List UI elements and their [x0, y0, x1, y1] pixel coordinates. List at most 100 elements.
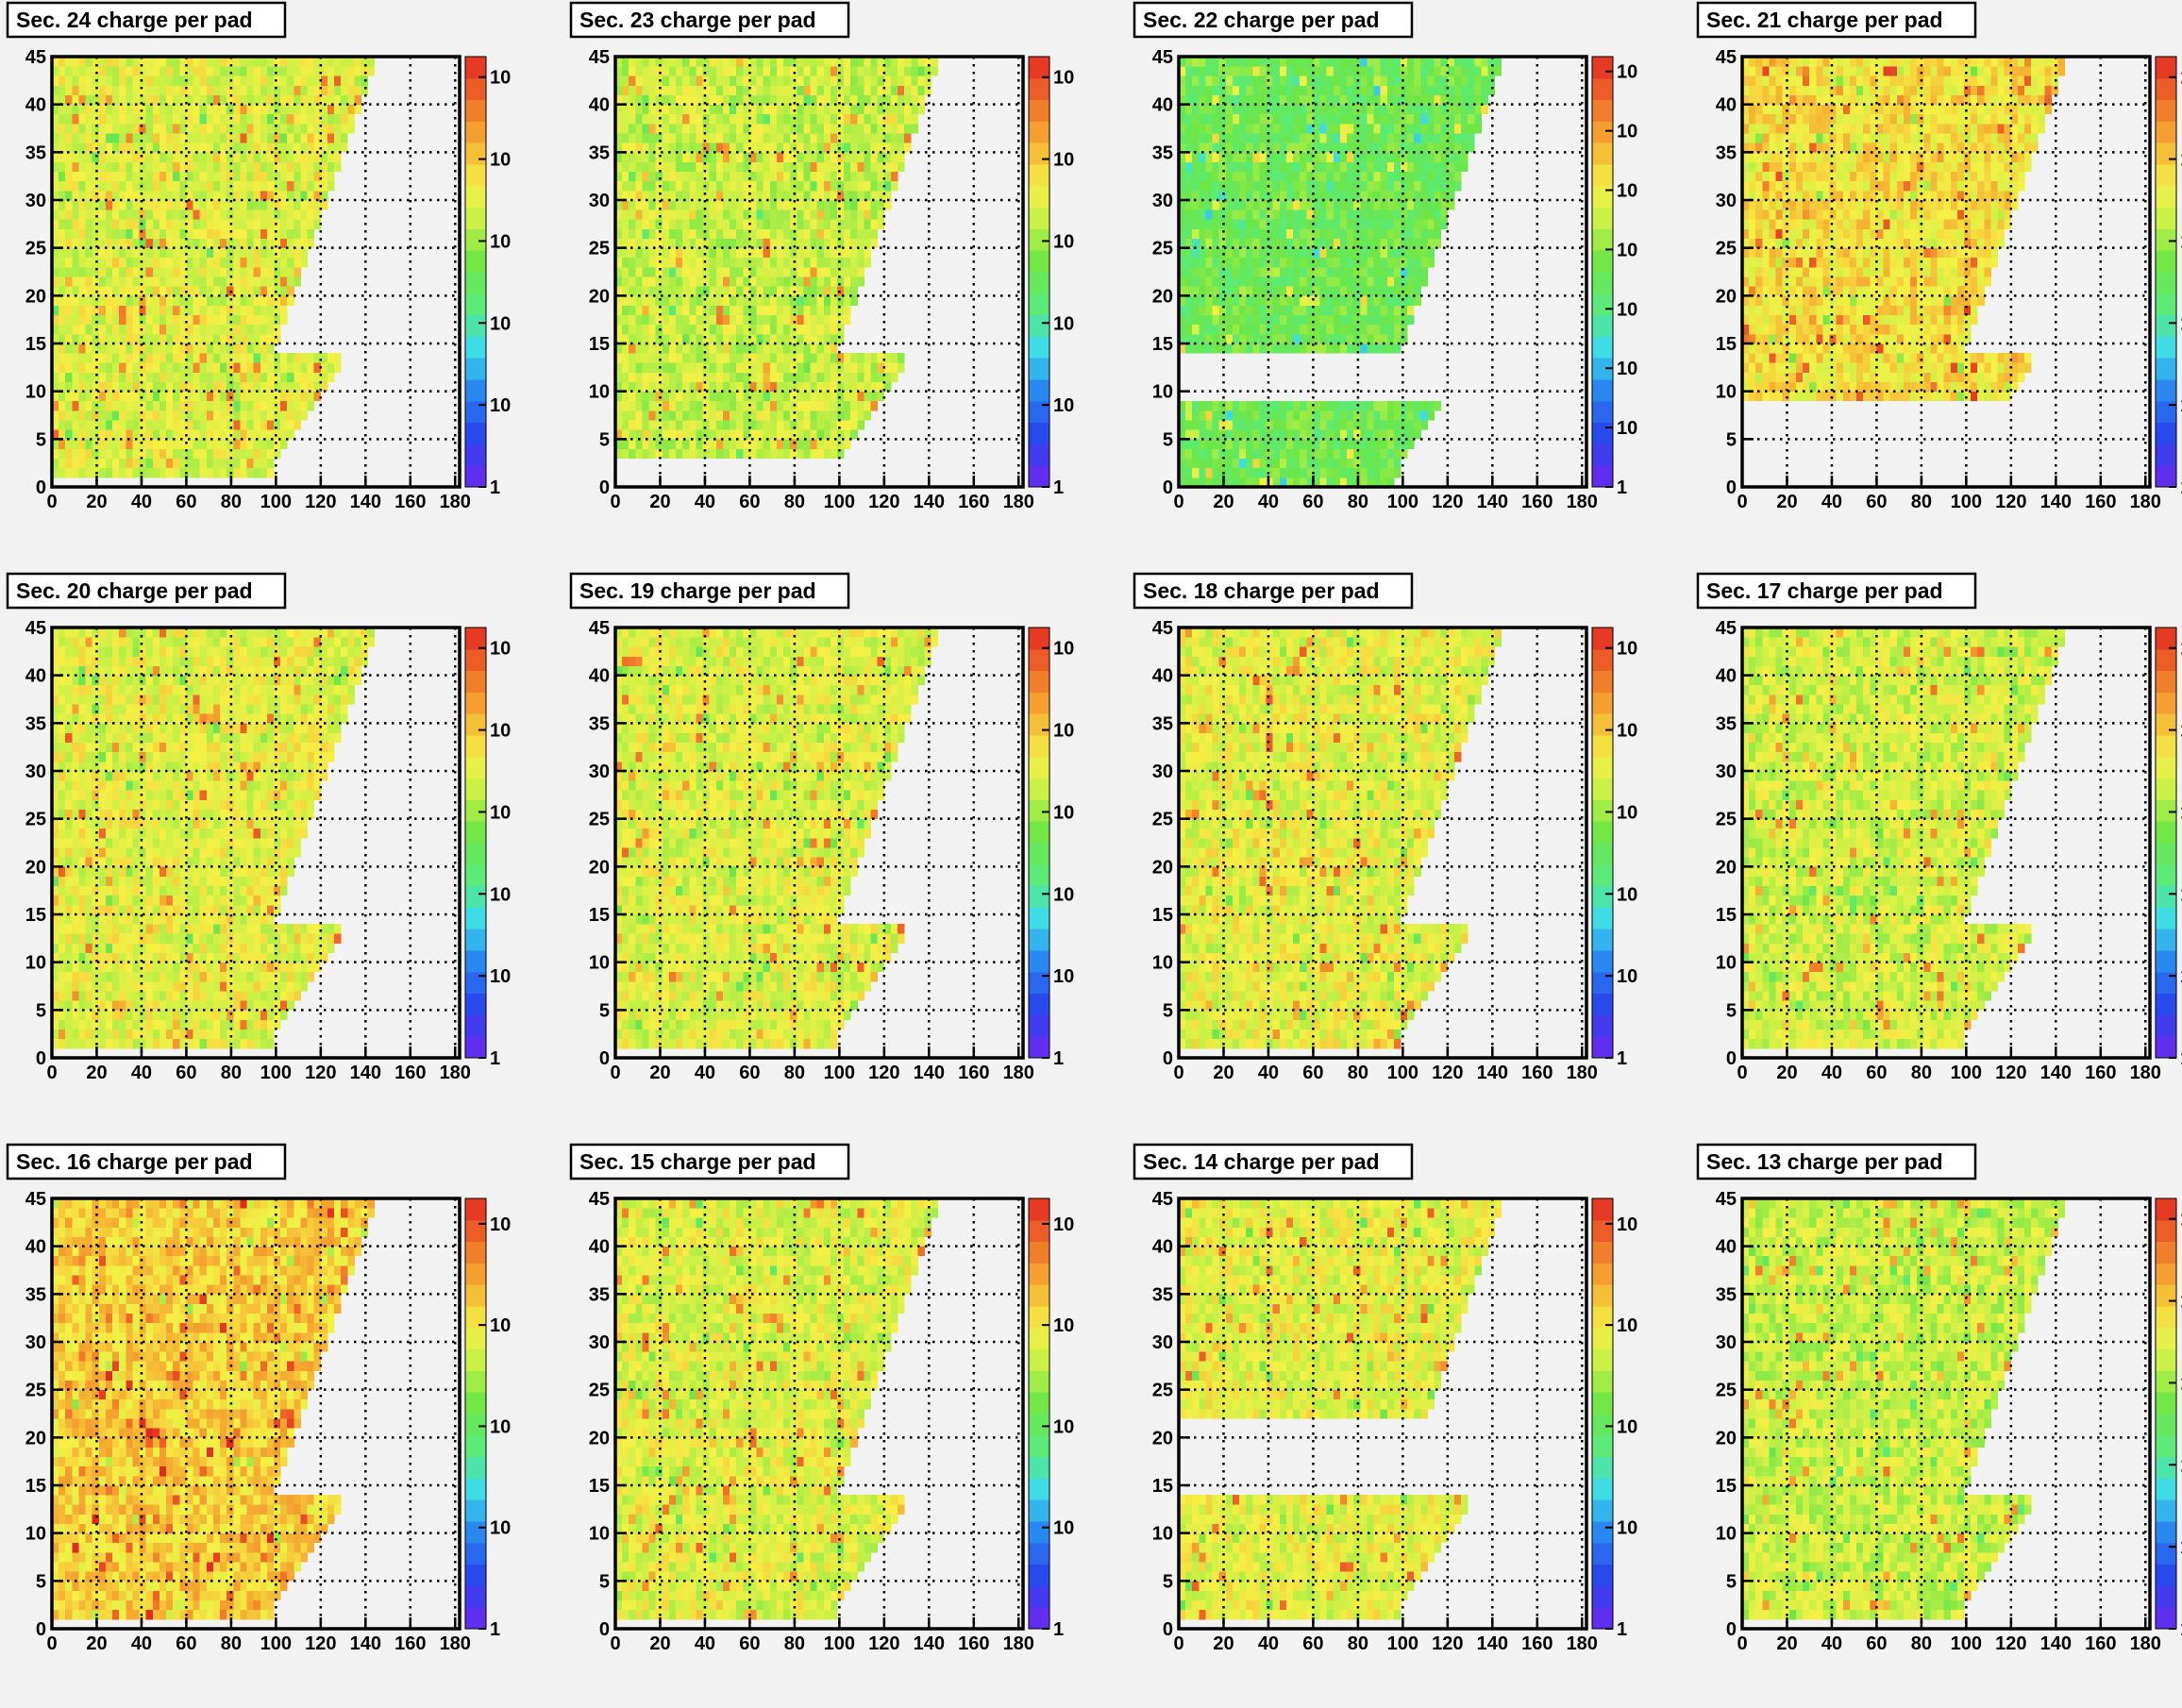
heatmap-cell	[78, 258, 86, 268]
heatmap-cell	[817, 133, 825, 143]
heatmap-cell	[797, 362, 804, 373]
heatmap-cell	[327, 124, 335, 134]
heatmap-cell	[770, 219, 778, 229]
heatmap-cell	[99, 315, 107, 326]
heatmap-cell	[730, 133, 737, 143]
heatmap-cell	[1347, 267, 1354, 277]
heatmap-cell	[193, 439, 201, 449]
heatmap-cell	[287, 267, 294, 277]
heatmap-cell	[1259, 219, 1267, 229]
heatmap-cell	[803, 258, 811, 268]
heatmap-cell	[1320, 459, 1328, 469]
heatmap-cell	[790, 353, 797, 363]
heatmap-cell	[179, 248, 187, 259]
heatmap-cell	[716, 248, 724, 259]
color-bar-step	[465, 465, 486, 487]
heatmap-cell	[119, 325, 126, 335]
heatmap-cell	[1199, 161, 1206, 172]
heatmap-cell	[1394, 305, 1402, 315]
heatmap-cell	[682, 161, 690, 172]
heatmap-cell	[86, 152, 93, 162]
heatmap-cell	[696, 114, 703, 125]
heatmap-cell	[1320, 468, 1328, 478]
heatmap-cell	[642, 66, 649, 76]
heatmap-cell	[811, 420, 818, 430]
heatmap-cell	[850, 267, 858, 277]
heatmap-cell	[280, 392, 288, 402]
heatmap-cell	[200, 228, 208, 239]
heatmap-cell	[1360, 439, 1368, 449]
heatmap-cell	[1293, 114, 1301, 125]
heatmap-cell	[723, 181, 730, 192]
heatmap-cell	[891, 133, 898, 143]
heatmap-cell	[622, 133, 629, 143]
heatmap-cell	[1394, 448, 1402, 459]
heatmap-cell	[1199, 248, 1206, 259]
heatmap-cell	[1267, 459, 1274, 469]
color-bar-step	[1029, 379, 1049, 401]
heatmap-cell	[1340, 448, 1348, 459]
heatmap-cell	[1394, 161, 1402, 172]
heatmap-cell	[1381, 267, 1388, 277]
heatmap-cell	[1259, 459, 1267, 469]
heatmap-cell	[106, 152, 113, 162]
heatmap-cell	[233, 75, 241, 86]
heatmap-cell	[1407, 276, 1415, 287]
heatmap-cell	[106, 410, 113, 421]
heatmap-cell	[1327, 152, 1334, 162]
heatmap-cell	[1381, 209, 1388, 220]
heatmap-cell	[173, 181, 180, 192]
heatmap-cell	[831, 420, 838, 430]
heatmap-cell	[1192, 105, 1200, 115]
heatmap-cell	[267, 420, 275, 430]
heatmap-cell	[844, 161, 851, 172]
heatmap-cell	[179, 152, 187, 162]
heatmap-cell	[689, 152, 697, 162]
heatmap-cell	[1394, 219, 1402, 229]
heatmap-cell	[220, 66, 227, 76]
heatmap-cell	[871, 392, 879, 402]
heatmap-cell	[1420, 248, 1428, 259]
heatmap-cell	[649, 420, 657, 430]
heatmap-cell	[1252, 258, 1260, 268]
heatmap-cell	[153, 152, 160, 162]
heatmap-cell	[649, 295, 657, 306]
heatmap-cell	[86, 209, 93, 220]
heatmap-cell	[1367, 161, 1374, 172]
heatmap-cell	[354, 105, 361, 115]
heatmap-cell	[622, 219, 629, 229]
heatmap-cell	[254, 325, 261, 335]
heatmap-cell	[676, 133, 683, 143]
heatmap-cell	[112, 200, 120, 210]
heatmap-cell	[233, 353, 241, 363]
heatmap-cell	[757, 181, 764, 192]
heatmap-cell	[140, 295, 147, 306]
heatmap-cell	[1374, 105, 1382, 115]
heatmap-cell	[811, 315, 818, 326]
heatmap-cell	[663, 209, 670, 220]
heatmap-cell	[72, 468, 79, 478]
heatmap-cell	[1313, 439, 1320, 449]
heatmap-cell	[676, 343, 683, 354]
heatmap-cell	[227, 392, 234, 402]
heatmap-cell	[233, 372, 241, 382]
heatmap-cell	[857, 133, 864, 143]
color-bar-step	[1029, 293, 1049, 315]
heatmap-cell	[649, 105, 657, 115]
heatmap-cell	[783, 85, 791, 95]
heatmap-cell	[635, 248, 643, 259]
heatmap-cell	[166, 295, 174, 306]
heatmap-cell	[1407, 267, 1415, 277]
heatmap-cell	[186, 392, 193, 402]
heatmap-cell	[240, 172, 247, 182]
heatmap-cell	[864, 85, 871, 95]
heatmap-cell	[1340, 305, 1348, 315]
heatmap-cell	[783, 305, 791, 315]
heatmap-cell	[193, 248, 201, 259]
heatmap-cell	[663, 362, 670, 373]
heatmap-cell	[1353, 228, 1361, 239]
heatmap-cell	[642, 315, 649, 326]
heatmap-cell	[1286, 219, 1294, 229]
heatmap-cell	[764, 276, 771, 287]
heatmap-cell	[730, 85, 737, 95]
